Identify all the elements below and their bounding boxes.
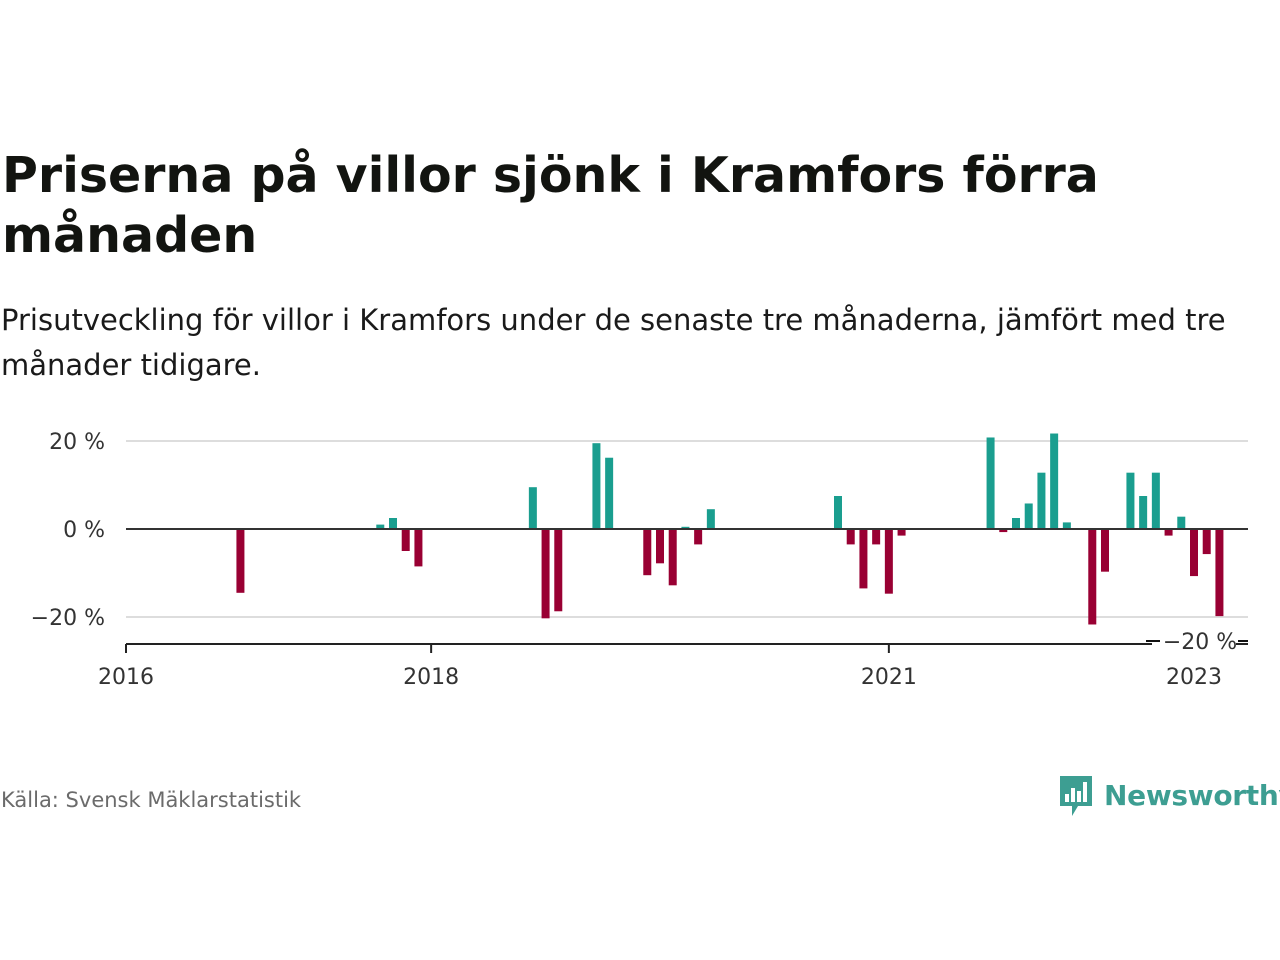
x-tick-label: 2018 bbox=[403, 665, 459, 690]
bar bbox=[528, 487, 537, 529]
brand-name: Newsworthy bbox=[1104, 778, 1280, 812]
bar bbox=[1190, 529, 1198, 577]
bar bbox=[401, 529, 410, 551]
y-tick-label: 20 % bbox=[49, 430, 105, 455]
bar-chart: 20 % 0 % −20 % 2016 2018 2021 2023 −20 % bbox=[31, 430, 1248, 690]
bar bbox=[834, 496, 842, 529]
chart-title: Priserna på villor sjönk i Kramfors förr… bbox=[2, 147, 1099, 264]
newsworthy-chart-bubble-icon bbox=[1060, 776, 1092, 816]
bar bbox=[884, 529, 893, 594]
bar bbox=[643, 529, 652, 576]
bar bbox=[656, 529, 664, 564]
bar bbox=[859, 529, 868, 589]
x-tick-label: 2021 bbox=[861, 665, 917, 690]
bar bbox=[592, 443, 601, 529]
bar bbox=[1177, 516, 1186, 529]
bar bbox=[1062, 522, 1071, 529]
bar bbox=[1164, 529, 1173, 536]
bar bbox=[1139, 496, 1148, 529]
bar bbox=[1215, 529, 1224, 617]
annotation-background bbox=[1152, 628, 1236, 654]
bar bbox=[541, 529, 550, 619]
x-tick-label: 2023 bbox=[1166, 665, 1222, 690]
bar bbox=[1050, 433, 1059, 529]
gridlines bbox=[126, 440, 1248, 618]
bar bbox=[846, 529, 855, 545]
bar bbox=[1202, 529, 1211, 555]
bar bbox=[986, 437, 995, 529]
bar bbox=[414, 529, 423, 567]
chart-subtitle: Prisutveckling för villor i Kramfors und… bbox=[1, 303, 1226, 382]
bar bbox=[1101, 529, 1109, 572]
latest-value-annotation: −20 % bbox=[1146, 628, 1248, 655]
bar bbox=[1037, 472, 1046, 529]
bar bbox=[681, 526, 690, 529]
bar bbox=[554, 529, 563, 612]
bar bbox=[668, 529, 677, 586]
bar bbox=[1088, 529, 1097, 625]
y-tick-label: −20 % bbox=[31, 606, 105, 631]
bar bbox=[1024, 503, 1033, 529]
bar bbox=[376, 524, 385, 529]
bars bbox=[236, 433, 1224, 625]
brand-logo: Newsworthy bbox=[1058, 772, 1280, 818]
y-axis-labels: 20 % 0 % −20 % bbox=[31, 430, 105, 631]
x-axis: 2016 2018 2021 2023 bbox=[98, 643, 1248, 690]
bar bbox=[389, 518, 397, 529]
bar bbox=[1012, 518, 1020, 529]
bar bbox=[1126, 472, 1135, 529]
source-note: Källa: Svensk Mäklarstatistik bbox=[1, 788, 302, 812]
bar bbox=[999, 529, 1008, 533]
bar bbox=[694, 529, 703, 545]
bar bbox=[897, 529, 906, 536]
bar bbox=[605, 457, 614, 529]
annotation-label: −20 % bbox=[1163, 630, 1237, 655]
x-tick-label: 2016 bbox=[98, 665, 154, 690]
bar bbox=[1151, 472, 1160, 529]
bar bbox=[236, 529, 245, 593]
bar bbox=[706, 509, 715, 529]
y-tick-label: 0 % bbox=[63, 518, 105, 543]
bar bbox=[872, 529, 881, 545]
